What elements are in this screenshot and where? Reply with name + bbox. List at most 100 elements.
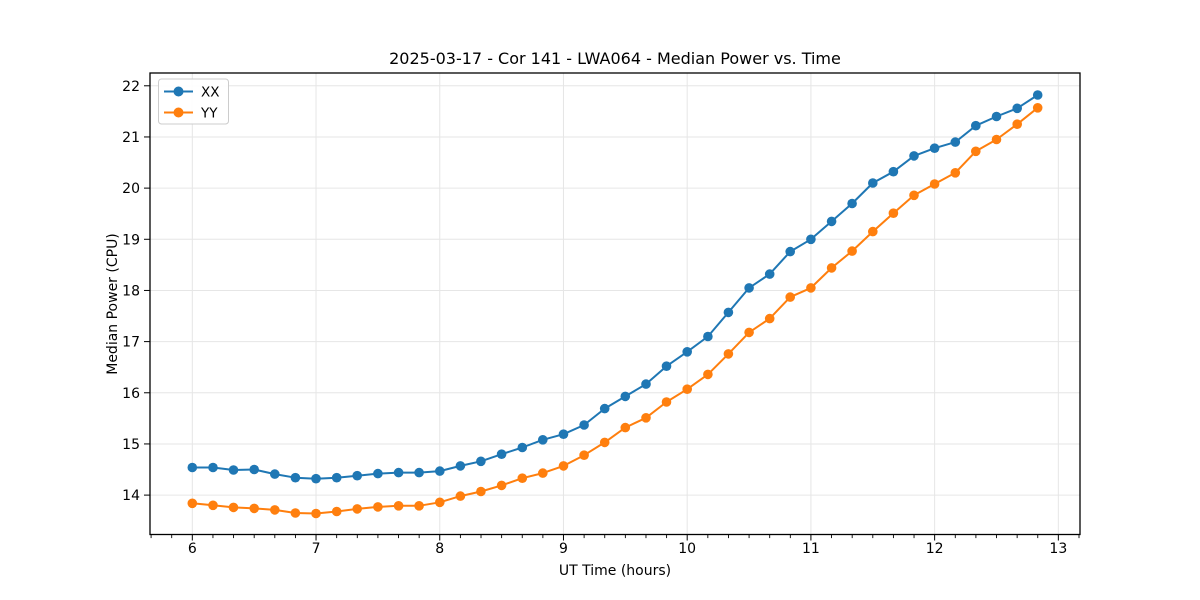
y-tick-label: 18 [122,283,140,299]
chart-title: 2025-03-17 - Cor 141 - LWA064 - Median P… [389,49,841,68]
x-tick-label: 6 [188,541,197,557]
series-XX-marker [826,216,837,227]
series-XX-marker [723,307,734,318]
series-YY-marker [331,506,342,517]
series-YY-marker [1012,119,1022,129]
series-YY-marker [661,397,672,407]
series-YY-marker [991,134,1002,145]
legend-marker [173,86,184,97]
y-tick-label: 21 [122,130,140,146]
series-YY-marker [785,292,795,302]
series-XX-marker [187,462,198,473]
y-axis-label: Median Power (CPU) [105,233,121,375]
series-XX-marker [538,435,548,445]
x-tick-label: 9 [559,541,568,557]
series-XX-marker [311,473,321,484]
x-tick-label: 11 [802,541,820,557]
series-YY-marker [641,413,651,423]
x-tick-label: 7 [312,541,321,557]
series-XX-marker [352,470,363,481]
series-XX-marker [249,464,259,475]
series-XX-marker [806,234,816,245]
legend: XX YY [158,78,229,125]
series-YY [187,103,1043,519]
series-XX-marker [764,269,775,279]
legend-label: YY [200,105,218,121]
series-YY-marker [703,369,713,380]
series-YY-marker [723,349,734,359]
series-XX-marker [909,151,919,161]
series-YY-marker [764,313,775,324]
series-XX-marker [868,178,878,188]
series-XX-marker [929,143,940,153]
series-YY-marker [826,263,837,273]
y-tick-label: 17 [122,335,140,351]
series-YY-marker [476,486,486,497]
y-tick-label: 16 [122,386,140,402]
series-XX-marker [373,468,383,479]
series-XX-marker [950,137,961,147]
series-YY-marker [579,450,589,461]
series-XX-marker [620,391,631,402]
series-YY-marker [599,437,610,448]
series-YY-marker [1032,103,1043,113]
y-tick-label: 15 [122,437,140,453]
series-YY-marker [496,480,507,491]
series-YY-marker [187,498,198,509]
series-YY-marker [558,461,569,471]
series-XX-marker [641,379,651,389]
y-tick-label: 20 [122,181,140,197]
x-tick-label: 8 [435,541,444,557]
series-XX-marker [290,472,301,483]
series-XX-marker [455,461,466,471]
series-YY-marker [806,283,816,293]
series-YY-marker [517,473,528,484]
x-tick-label: 12 [926,541,944,557]
y-tick-label: 22 [122,79,140,95]
series-YY-marker [352,504,363,514]
series-XX-marker [558,429,569,440]
series-XX-marker [476,456,486,467]
legend-label: XX [201,84,220,100]
series-XX-marker [703,331,713,342]
series-YY-marker [744,327,754,338]
series-XX-marker [971,120,981,131]
axis-ticks [144,85,1080,541]
series-XX-marker [435,466,445,476]
series-XX-marker [599,403,610,414]
series-XX-marker [270,469,280,479]
series-YY-marker [414,501,424,511]
series-YY-marker [455,491,466,501]
series-YY-marker [270,505,280,515]
series-XX-marker [517,442,528,453]
series-YY-marker [971,146,981,157]
x-tick-label: 10 [678,541,696,557]
legend-marker [173,107,184,118]
series-YY-marker [620,422,631,433]
series-YY-marker [311,508,321,519]
series-XX-marker [331,472,342,483]
y-tick-label: 19 [122,232,140,248]
x-tick-label: 13 [1049,541,1067,557]
series [187,90,1043,519]
series-XX-marker [847,198,857,209]
series-YY-marker [538,468,548,478]
legend-entry-XX: XX [164,84,220,100]
grid [150,73,1080,535]
series-XX-marker [1032,90,1043,100]
y-tick-label: 14 [122,488,140,504]
series-XX-marker [744,283,754,293]
plot-border [149,72,1081,536]
series-YY-marker [290,508,301,518]
series-YY-marker [249,503,259,514]
series-XX-marker [496,449,507,460]
series-XX-marker [1012,103,1022,114]
series-YY-marker [950,168,961,178]
series-XX-marker [888,166,899,177]
x-axis-label: UT Time (hours) [559,563,671,579]
series-YY-marker [373,502,383,512]
series-XX [187,90,1043,484]
series-XX-marker [208,462,218,473]
series-YY-marker [682,384,692,395]
